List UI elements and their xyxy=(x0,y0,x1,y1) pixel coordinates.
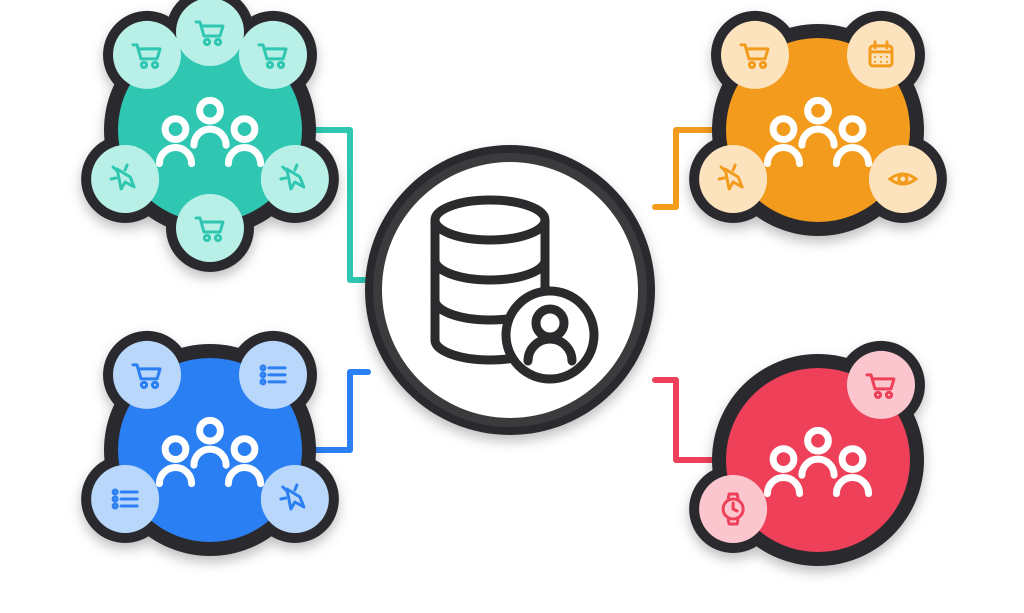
center-hub xyxy=(365,145,655,435)
cluster-red-badge-1-watch-icon xyxy=(699,475,767,543)
cluster-teal-badge-4-cart-icon xyxy=(176,194,244,262)
cluster-teal-badge-1-cart-icon xyxy=(176,0,244,66)
cluster-blue-badge-2-cursor-icon xyxy=(261,465,329,533)
cluster-teal xyxy=(81,0,339,272)
cluster-red-badge-0-cart-icon xyxy=(847,351,915,419)
cluster-blue xyxy=(81,331,339,556)
cluster-blue-badge-0-cart-icon xyxy=(113,341,181,409)
cluster-orange-badge-2-eye-icon xyxy=(869,145,937,213)
cluster-orange-badge-0-cart-icon xyxy=(721,21,789,89)
diagram-canvas xyxy=(0,0,1024,613)
cluster-blue-badge-3-list-icon xyxy=(91,465,159,533)
cluster-orange-badge-1-calendar-icon xyxy=(847,21,915,89)
cluster-teal-badge-2-cart-icon xyxy=(239,21,307,89)
cluster-orange xyxy=(689,11,947,236)
cluster-red xyxy=(689,341,925,566)
cluster-teal-badge-5-cursor-icon xyxy=(91,145,159,213)
cluster-teal-badge-3-cursor-icon xyxy=(261,145,329,213)
cluster-teal-badge-0-cart-icon xyxy=(113,21,181,89)
cluster-blue-badge-1-list-icon xyxy=(239,341,307,409)
cluster-orange-badge-3-cursor-icon xyxy=(699,145,767,213)
